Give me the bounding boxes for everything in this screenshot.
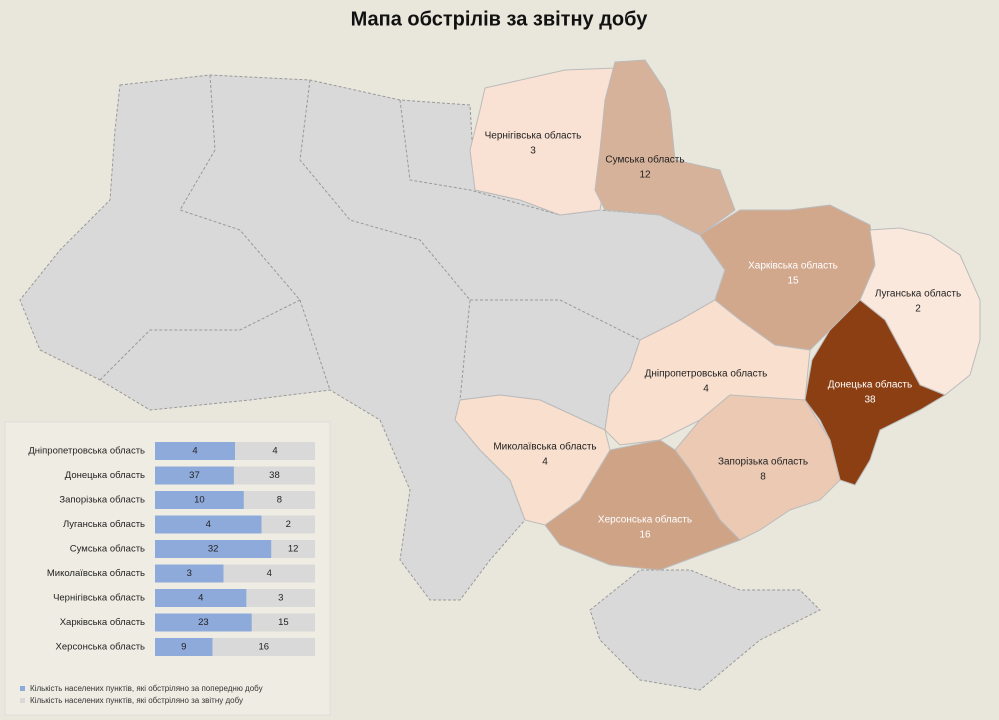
border (179, 74, 331, 391)
bar (261, 515, 315, 534)
bar (155, 589, 247, 607)
category-label: Запорізька область (59, 495, 145, 506)
regions: Чернігівська область 3 Сумська область 12 Ха… (454, 59, 981, 571)
value-label: 37 (189, 470, 200, 481)
bar (155, 564, 224, 583)
value-label: 3 (278, 593, 283, 604)
region-value: 15 (787, 276, 799, 287)
title: Мапа обстрілів за звітну добу (351, 8, 649, 30)
region-value: 3 (530, 146, 536, 157)
category-label: Миколаївська область (47, 568, 145, 579)
value-label: 23 (198, 617, 209, 628)
value-label: 10 (194, 495, 205, 506)
category-label: Херсонська область (56, 642, 146, 653)
region (804, 299, 947, 486)
bar (155, 442, 235, 460)
region-name: Херсонська область (598, 514, 692, 526)
bar (155, 515, 262, 534)
region-name: Сумська область (605, 154, 684, 166)
bar (235, 442, 315, 460)
gray-regions (19, 74, 821, 691)
bar (155, 491, 244, 509)
border (299, 79, 471, 401)
bar (223, 564, 315, 583)
region (454, 394, 611, 526)
bar (271, 540, 315, 558)
border (470, 299, 641, 341)
bar (212, 638, 315, 656)
region-value: 4 (703, 384, 709, 395)
bar (246, 589, 315, 607)
value-label: 4 (267, 568, 272, 579)
value-label: 16 (259, 642, 270, 653)
region (594, 59, 736, 236)
value-label: 9 (181, 642, 186, 653)
region-name: Харківська область (748, 260, 838, 272)
category-label: Донецька область (65, 470, 145, 481)
value-label: 12 (288, 544, 299, 555)
category-label: Луганська область (63, 519, 145, 530)
region-name: Дніпропетровська область (645, 368, 768, 380)
bar (155, 613, 252, 632)
border (99, 299, 301, 381)
value-label: 3 (187, 568, 192, 579)
region-value: 16 (639, 530, 651, 541)
bar (155, 466, 234, 485)
region-value: 2 (915, 304, 921, 315)
value-label: 4 (198, 593, 203, 604)
region-name: Чернігівська область (485, 130, 582, 142)
region-name: Миколаївська область (493, 441, 596, 453)
bar (155, 540, 272, 558)
region-value: 38 (864, 395, 876, 406)
value-label: 32 (208, 544, 219, 555)
region-name: Донецька область (828, 379, 912, 391)
bar (251, 613, 315, 632)
value-label: 8 (277, 495, 282, 506)
region-value: 12 (639, 170, 651, 181)
region-value: 8 (760, 472, 766, 483)
bar (243, 491, 315, 509)
category-label: Чернігівська область (53, 593, 145, 604)
category-label: Сумська область (70, 544, 145, 555)
region-shape (589, 569, 821, 691)
region-value: 4 (542, 457, 548, 468)
bar (233, 466, 315, 485)
bar-chart: Дніпропетровська область 4 4 Донецька облас… (20, 442, 315, 705)
region-name: Запорізька область (718, 456, 808, 468)
bar (155, 638, 213, 656)
border (399, 99, 561, 216)
value-label: 38 (269, 470, 280, 481)
legend-label: Кількість населених пунктів, які обстріл… (30, 684, 263, 693)
value-label: 4 (206, 519, 211, 530)
legend-label: Кількість населених пунктів, які обстріл… (30, 696, 243, 705)
value-label: 15 (278, 617, 289, 628)
region-name: Луганська область (875, 288, 961, 300)
category-label: Харківська область (60, 617, 145, 628)
value-label: 4 (192, 446, 197, 457)
legend-swatch (20, 686, 25, 691)
value-label: 4 (272, 446, 277, 457)
value-label: 2 (286, 519, 291, 530)
legend-swatch (20, 698, 25, 703)
category-label: Дніпропетровська область (28, 446, 145, 457)
